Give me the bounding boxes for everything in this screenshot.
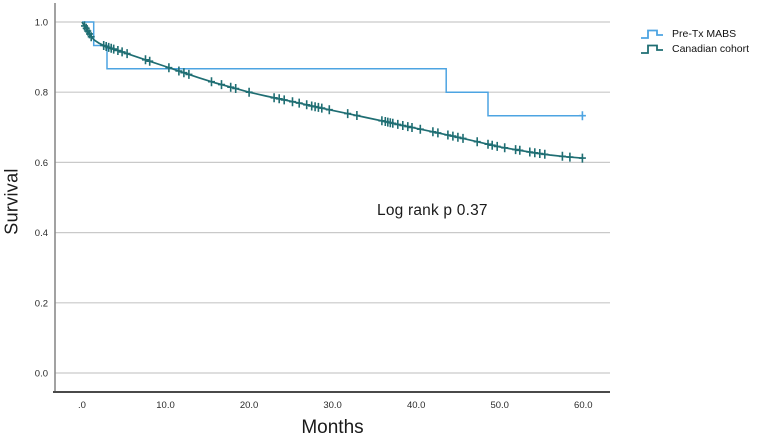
x-tick-label: 10.0	[156, 400, 175, 411]
censor-mark-canadian-cohort	[123, 49, 131, 59]
censor-mark-canadian-cohort	[488, 140, 496, 150]
censor-mark-canadian-cohort	[114, 46, 122, 55]
censor-mark-canadian-cohort	[578, 153, 586, 163]
censor-mark-canadian-cohort	[449, 131, 457, 141]
step-line-icon	[641, 44, 663, 54]
censor-mark-canadian-cohort	[295, 98, 303, 108]
censor-mark-canadian-cohort	[245, 87, 253, 97]
censor-mark-canadian-cohort	[344, 109, 352, 119]
censor-mark-canadian-cohort	[289, 97, 296, 107]
censor-mark-canadian-cohort	[208, 77, 215, 87]
censor-mark-canadian-cohort	[566, 152, 574, 162]
censor-mark-canadian-cohort	[142, 55, 149, 65]
censor-mark-canadian-cohort	[180, 68, 188, 78]
censor-mark-canadian-cohort	[218, 80, 225, 90]
censor-mark-canadian-cohort	[185, 69, 193, 79]
censor-mark-canadian-cohort	[404, 122, 412, 132]
censor-mark-canadian-cohort	[429, 127, 437, 137]
censor-mark-canadian-cohort	[444, 130, 452, 140]
x-tick-label: 50.0	[490, 400, 509, 411]
x-tick-label: 20.0	[240, 400, 259, 411]
censor-mark-canadian-cohort	[416, 124, 424, 134]
censor-mark-canadian-cohort	[270, 93, 278, 103]
censor-mark-canadian-cohort	[399, 121, 407, 130]
x-axis-title: Months	[301, 417, 364, 438]
y-axis-title: Survival	[1, 168, 22, 235]
censor-mark-pre-tx-mabs	[578, 111, 586, 121]
censor-mark-canadian-cohort	[558, 151, 566, 161]
y-tick-label: 1.0	[35, 18, 48, 29]
censor-mark-canadian-cohort	[408, 123, 416, 132]
x-tick-label: 60.0	[574, 400, 593, 411]
censor-mark-canadian-cohort	[484, 139, 492, 149]
y-tick-label: 0.6	[35, 158, 48, 169]
censor-mark-canadian-cohort	[389, 118, 397, 128]
x-tick-label: .0	[78, 400, 86, 411]
censor-mark-canadian-cohort	[118, 47, 126, 57]
censor-mark-canadian-cohort	[325, 105, 333, 115]
log-rank-annotation: Log rank p 0.37	[377, 202, 488, 219]
legend-item-pre-tx-mabs: Pre-Tx MABS	[640, 27, 749, 41]
censor-mark-canadian-cohort	[493, 141, 501, 151]
x-tick-label: 40.0	[407, 400, 426, 411]
censor-mark-canadian-cohort	[541, 149, 549, 159]
censor-mark-canadian-cohort	[501, 143, 509, 153]
series-line-canadian-cohort	[81, 21, 584, 160]
legend-label: Pre-Tx MABS	[672, 28, 737, 40]
censor-mark-canadian-cohort	[280, 95, 288, 105]
y-tick-label: 0.4	[35, 228, 48, 239]
series-line-pre-tx-mabs	[82, 21, 583, 117]
y-tick-label: 0.8	[35, 88, 48, 99]
censor-mark-canadian-cohort	[434, 128, 442, 138]
y-tick-label: 0.0	[35, 369, 48, 380]
legend-item-canadian-cohort: Canadian cohort	[640, 42, 749, 56]
censor-mark-canadian-cohort	[353, 111, 361, 120]
censor-mark-canadian-cohort	[87, 32, 95, 42]
censor-mark-canadian-cohort	[227, 82, 235, 92]
x-tick-label: 30.0	[323, 400, 342, 411]
legend: Pre-Tx MABS Canadian cohort	[640, 27, 749, 56]
censor-mark-canadian-cohort	[318, 103, 326, 113]
censor-mark-canadian-cohort	[516, 145, 524, 155]
censor-mark-canadian-cohort	[473, 137, 481, 147]
legend-label: Canadian cohort	[672, 43, 750, 55]
censor-mark-canadian-cohort	[232, 84, 240, 93]
censor-mark-canadian-cohort	[394, 119, 402, 129]
censor-mark-canadian-cohort	[175, 66, 183, 76]
censor-mark-canadian-cohort	[303, 100, 311, 110]
censor-mark-canadian-cohort	[165, 63, 173, 73]
censor-mark-canadian-cohort	[275, 94, 283, 104]
censor-mark-canadian-cohort	[454, 132, 462, 142]
censor-mark-canadian-cohort	[110, 44, 118, 54]
y-tick-label: 0.2	[35, 298, 48, 309]
censor-mark-canadian-cohort	[459, 133, 467, 143]
censor-mark-canadian-cohort	[146, 56, 154, 66]
step-line-icon	[641, 29, 663, 39]
